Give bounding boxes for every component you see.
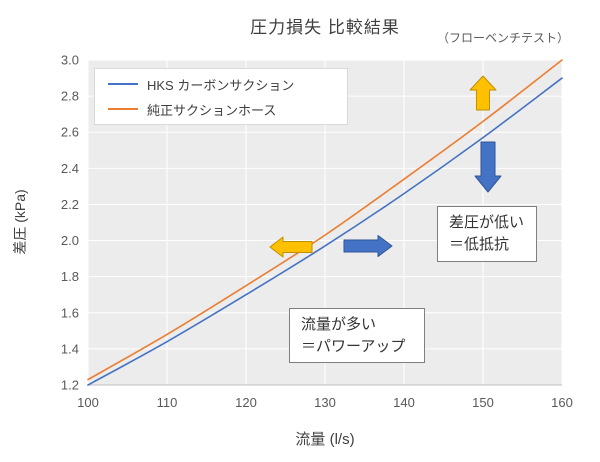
y-tick-label: 1.4 <box>61 341 79 356</box>
x-tick-label: 110 <box>157 395 178 410</box>
legend-label-stock: 純正サクションホース <box>147 102 277 118</box>
chart-subtitle: （フローベンチテスト） <box>437 31 570 45</box>
x-tick-label: 160 <box>551 395 573 410</box>
x-tick-label: 150 <box>472 395 494 410</box>
annotation-low-pressure-line1: 差圧が低い <box>449 214 525 232</box>
x-tick-label: 100 <box>77 395 99 410</box>
stock-line-sample-icon <box>108 108 138 110</box>
up-arrow-icon <box>469 75 497 111</box>
tick-layer: 100 110 120 130 140 150 160 1.2 1.4 1.6 1.8 2.0 2.2 2… <box>61 53 573 411</box>
series-line-stock <box>87 59 563 381</box>
annotation-more-flow-line1: 流量が多い <box>301 315 377 333</box>
y-tick-label: 2.0 <box>61 233 79 248</box>
y-tick-label: 2.2 <box>61 197 79 212</box>
y-tick-label: 2.6 <box>61 125 79 140</box>
annotation-low-pressure-line2: ＝低抵抗 <box>449 236 510 253</box>
hks-line-sample-icon <box>108 83 138 85</box>
legend-item-hks: HKS カーボンサクション <box>108 75 347 94</box>
legend-label-hks: HKS カーボンサクション <box>147 77 295 93</box>
right-arrow-icon <box>343 235 393 257</box>
chart-title: 圧力損失 比較結果 <box>250 18 400 37</box>
y-tick-label: 1.2 <box>61 378 79 393</box>
series-line-hks <box>87 77 563 386</box>
x-axis-title: 流量 (l/s) <box>295 431 355 448</box>
series-layer <box>87 59 563 386</box>
annotation-more-flow: 流量が多い ＝パワーアップ <box>289 308 425 363</box>
left-arrow-icon <box>269 236 313 258</box>
x-tick-label: 140 <box>393 395 415 410</box>
y-tick-label: 2.4 <box>61 161 79 176</box>
legend-item-stock: 純正サクションホース <box>108 100 347 119</box>
y-tick-label: 2.8 <box>61 89 79 104</box>
annotation-more-flow-line2: ＝パワーアップ <box>301 337 406 355</box>
down-arrow-icon <box>474 141 502 193</box>
arrow-layer <box>269 75 502 258</box>
annotation-low-pressure: 差圧が低い ＝低抵抗 <box>437 206 537 262</box>
y-tick-label: 1.8 <box>61 269 79 284</box>
y-axis-title: 差圧 (kPa) <box>12 189 28 255</box>
y-tick-label: 1.6 <box>61 305 79 320</box>
y-tick-label: 3.0 <box>61 53 79 68</box>
x-tick-label: 130 <box>314 395 336 410</box>
x-tick-label: 120 <box>235 395 257 410</box>
legend: HKS カーボンサクション 純正サクションホース <box>94 68 348 125</box>
